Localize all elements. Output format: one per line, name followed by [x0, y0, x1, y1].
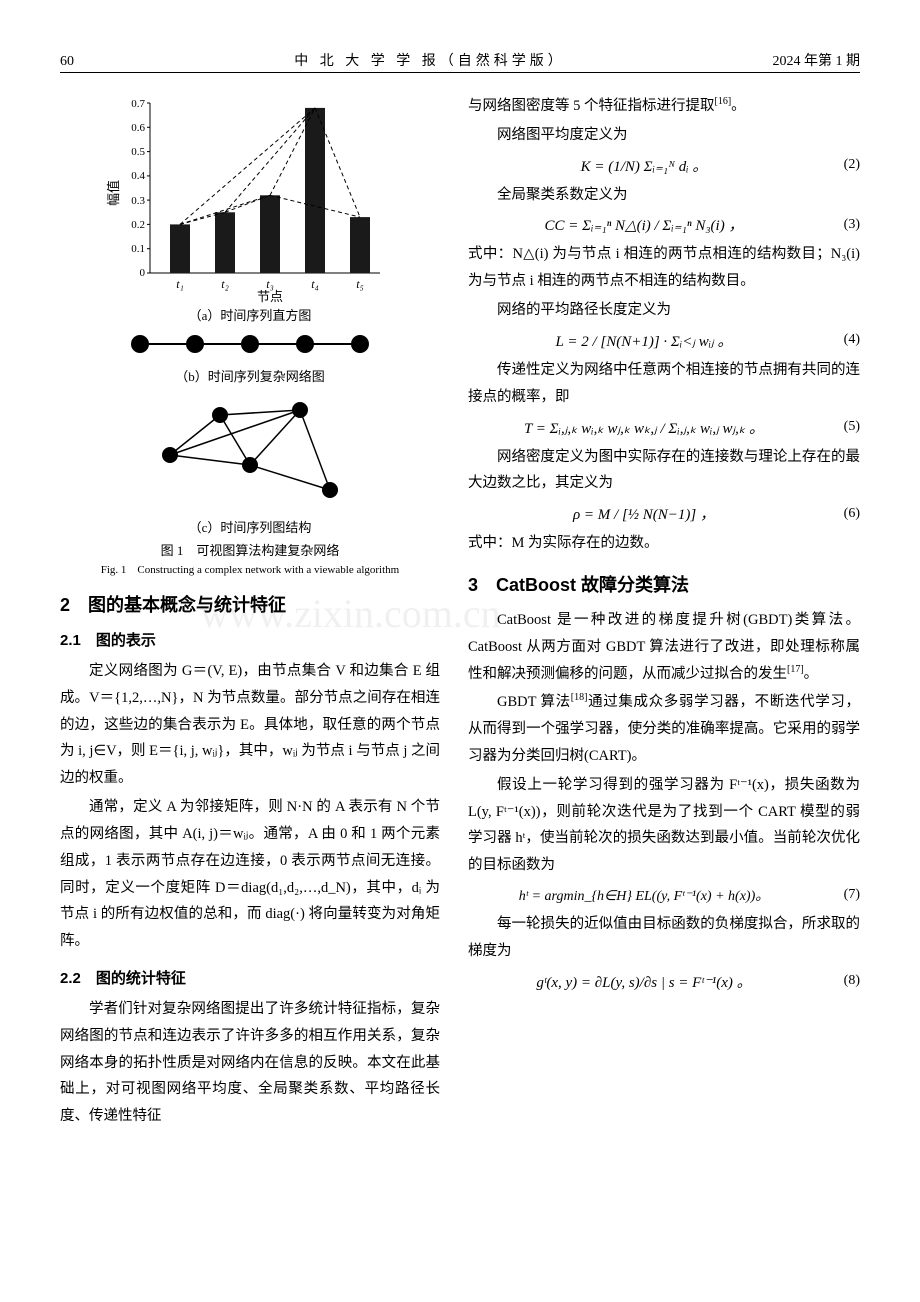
svg-text:t₅: t₅ [356, 277, 364, 291]
equation-7-number: (7) [820, 887, 860, 903]
figure-1c-caption: （c）时间序列图结构 [60, 517, 440, 536]
para-r8: 式中：M 为实际存在的边数。 [468, 530, 860, 557]
para-r3: 全局聚类系数定义为 [468, 182, 860, 209]
para-r-top-text: 与网络图密度等 5 个特征指标进行提取 [468, 98, 715, 114]
figure-1a-caption: （a）时间序列直方图 [60, 305, 440, 324]
figure-1b-caption: （b）时间序列复杂网络图 [60, 366, 440, 385]
right-column: 与网络图密度等 5 个特征指标进行提取[16]。 网络图平均度定义为 K = (… [468, 93, 860, 1132]
svg-text:0.5: 0.5 [131, 146, 145, 158]
para-r4: 式中：N△(i) 为与节点 i 相连的两节点相连的结构数目；N₃(i) 为与节点… [468, 241, 860, 295]
svg-text:0: 0 [140, 267, 146, 279]
para-r6: 传递性定义为网络中任意两个相连接的节点拥有共同的连接点的概率，即 [468, 357, 860, 411]
equation-2-content: K = (1/N) Σᵢ₌₁ᴺ dᵢ 。 [468, 155, 820, 176]
equation-3-content: CC = Σᵢ₌₁ⁿ N△(i) / Σᵢ₌₁ⁿ N₃(i) ， [468, 214, 820, 235]
para-3-4: 每一轮损失的近似值由目标函数的负梯度拟合，所求取的梯度为 [468, 911, 860, 965]
equation-5-number: (5) [820, 419, 860, 435]
para-r7: 网络密度定义为图中实际存在的连接数与理论上存在的最大边数之比，其定义为 [468, 444, 860, 498]
cite-16: [16] [715, 96, 732, 107]
figure-1a-chart: 0 0.1 0.2 0.3 0.4 0.5 0.6 0.7 [100, 93, 400, 303]
equation-3: CC = Σᵢ₌₁ⁿ N△(i) / Σᵢ₌₁ⁿ N₃(i) ， (3) [468, 214, 860, 235]
para-3-2a: GBDT 算法 [497, 694, 571, 710]
page: 60 中 北 大 学 学 报（自然科学版） 2024 年第 1 期 0 0.1 … [0, 0, 920, 1182]
equation-2-number: (2) [820, 157, 860, 173]
svg-text:0.6: 0.6 [131, 122, 145, 134]
equation-4: L = 2 / [N(N+1)] · Σᵢ<ⱼ wᵢⱼ 。 (4) [468, 330, 860, 351]
cite-17: [17] [787, 664, 804, 675]
para-2-1-1: 定义网络图为 G＝(V, E)，由节点集合 V 和边集合 E 组成。V＝{1,2… [60, 658, 440, 792]
figure-1b-network [120, 324, 380, 364]
svg-text:0.3: 0.3 [131, 195, 145, 207]
para-r5: 网络的平均路径长度定义为 [468, 297, 860, 324]
para-2-2-1: 学者们针对复杂网络图提出了许多统计特征指标，复杂网络图的节点和连边表示了许许多多… [60, 996, 440, 1130]
left-column: 0 0.1 0.2 0.3 0.4 0.5 0.6 0.7 [60, 93, 440, 1132]
para-r-top-end: 。 [731, 98, 746, 114]
equation-5: T = Σᵢ,ⱼ,ₖ wᵢ,ₖ wⱼ,ₖ wₖ,ⱼ / Σᵢ,ⱼ,ₖ wᵢ,ⱼ … [468, 417, 860, 438]
figure-1: 0 0.1 0.2 0.3 0.4 0.5 0.6 0.7 [60, 93, 440, 577]
page-number: 60 [60, 54, 120, 70]
para-3-1: CatBoost 是一种改进的梯度提升树(GBDT)类算法。CatBoost 从… [468, 607, 860, 687]
para-3-2: GBDT 算法[18]通过集成众多弱学习器，不断迭代学习，从而得到一个强学习器，… [468, 689, 860, 769]
section-2-1-title: 2.1 图的表示 [60, 629, 440, 650]
section-3-title: 3 CatBoost 故障分类算法 [468, 571, 860, 597]
figure-1-caption-en: Fig. 1 Constructing a complex network wi… [60, 561, 440, 577]
page-header: 60 中 北 大 学 学 报（自然科学版） 2024 年第 1 期 [60, 50, 860, 73]
section-2-title: 2 图的基本概念与统计特征 [60, 591, 440, 617]
svg-text:0.1: 0.1 [131, 243, 145, 255]
equation-8-number: (8) [820, 973, 860, 989]
equation-6: ρ = M / [½ N(N−1)] ， (6) [468, 503, 860, 524]
equation-6-number: (6) [820, 506, 860, 522]
equation-8-content: gᵗ(x, y) = ∂L(y, s)/∂s | s = Fᵗ⁻¹(x) 。 [468, 971, 820, 992]
equation-8: gᵗ(x, y) = ∂L(y, s)/∂s | s = Fᵗ⁻¹(x) 。 (… [468, 971, 860, 992]
svg-text:0.4: 0.4 [131, 170, 145, 182]
cite-18: [18] [571, 693, 588, 704]
equation-2: K = (1/N) Σᵢ₌₁ᴺ dᵢ 。 (2) [468, 155, 860, 176]
equation-4-number: (4) [820, 332, 860, 348]
svg-text:0.2: 0.2 [131, 219, 145, 231]
svg-text:幅值: 幅值 [106, 180, 121, 206]
section-2-2-title: 2.2 图的统计特征 [60, 967, 440, 988]
svg-text:节点: 节点 [257, 289, 283, 303]
para-3-3: 假设上一轮学习得到的强学习器为 Fᵗ⁻¹(x)，损失函数为 L(y, Fᵗ⁻¹(… [468, 772, 860, 879]
svg-text:0.7: 0.7 [131, 98, 145, 110]
figure-1-caption-cn: 图 1 可视图算法构建复杂网络 [60, 540, 440, 559]
issue-label: 2024 年第 1 期 [740, 50, 860, 70]
figure-1c-graph [140, 385, 360, 515]
equation-7: hᵗ = argmin_{h∈H} EL((y, Fᵗ⁻¹(x) + h(x))… [468, 885, 860, 905]
equation-4-content: L = 2 / [N(N+1)] · Σᵢ<ⱼ wᵢⱼ 。 [468, 330, 820, 351]
journal-title: 中 北 大 学 学 报（自然科学版） [120, 50, 740, 70]
two-column-layout: 0 0.1 0.2 0.3 0.4 0.5 0.6 0.7 [60, 93, 860, 1132]
equation-5-content: T = Σᵢ,ⱼ,ₖ wᵢ,ₖ wⱼ,ₖ wₖ,ⱼ / Σᵢ,ⱼ,ₖ wᵢ,ⱼ … [468, 417, 820, 438]
para-2-1-2: 通常，定义 A 为邻接矩阵，则 N·N 的 A 表示有 N 个节点的网络图，其中… [60, 794, 440, 955]
equation-3-number: (3) [820, 217, 860, 233]
equation-6-content: ρ = M / [½ N(N−1)] ， [468, 503, 820, 524]
equation-7-content: hᵗ = argmin_{h∈H} EL((y, Fᵗ⁻¹(x) + h(x))… [468, 885, 820, 905]
svg-text:t₂: t₂ [221, 277, 229, 291]
para-3-1b: 。 [804, 666, 819, 682]
svg-text:t₄: t₄ [311, 277, 319, 291]
para-r-top: 与网络图密度等 5 个特征指标进行提取[16]。 [468, 93, 860, 120]
svg-text:t₁: t₁ [176, 277, 184, 291]
para-r2: 网络图平均度定义为 [468, 122, 860, 149]
